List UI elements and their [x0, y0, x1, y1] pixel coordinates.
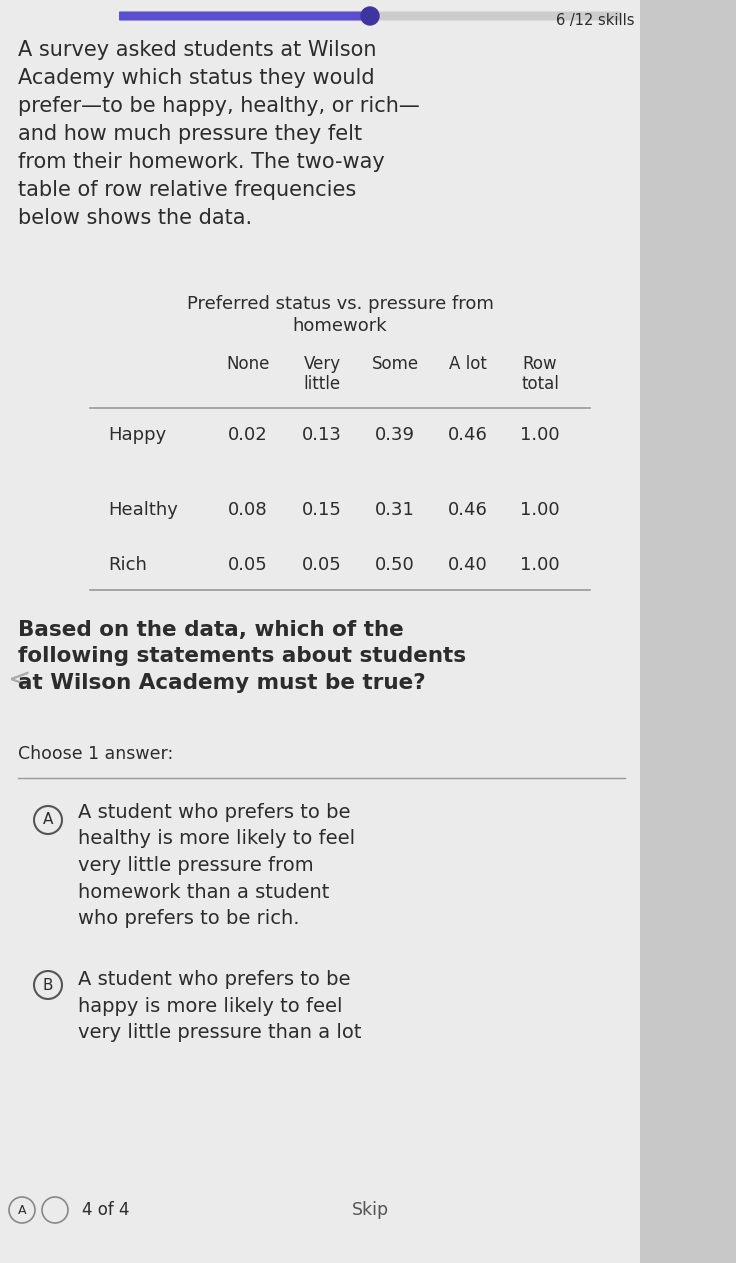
Text: 0.39: 0.39	[375, 426, 415, 445]
Text: A student who prefers to be
healthy is more likely to feel
very little pressure : A student who prefers to be healthy is m…	[78, 803, 355, 928]
Text: 1.00: 1.00	[520, 426, 560, 445]
Text: 0.05: 0.05	[302, 556, 342, 573]
Text: A lot: A lot	[449, 355, 487, 373]
Text: Rich: Rich	[108, 556, 147, 573]
Text: A: A	[43, 812, 53, 827]
Text: Happy: Happy	[108, 426, 166, 445]
Text: 1.00: 1.00	[520, 501, 560, 519]
Text: 0.40: 0.40	[448, 556, 488, 573]
Text: A student who prefers to be
happy is more likely to feel
very little pressure th: A student who prefers to be happy is mor…	[78, 970, 361, 1042]
FancyBboxPatch shape	[119, 11, 371, 20]
Text: 0.50: 0.50	[375, 556, 415, 573]
Text: Very
little: Very little	[303, 355, 341, 393]
Text: Preferred status vs. pressure from: Preferred status vs. pressure from	[186, 296, 493, 313]
Text: 0.05: 0.05	[228, 556, 268, 573]
Text: homework: homework	[293, 317, 387, 335]
Text: Skip: Skip	[351, 1201, 389, 1219]
Bar	[640, 0, 736, 1263]
Text: 4 of 4: 4 of 4	[82, 1201, 130, 1219]
Text: Based on the data, which of the
following statements about students
at Wilson Ac: Based on the data, which of the followin…	[18, 620, 466, 693]
Text: 0.02: 0.02	[228, 426, 268, 445]
Text: 0.08: 0.08	[228, 501, 268, 519]
Text: 6 /12 skills: 6 /12 skills	[556, 13, 635, 28]
Text: 0.31: 0.31	[375, 501, 415, 519]
Text: <: <	[8, 666, 32, 693]
Text: 0.46: 0.46	[448, 501, 488, 519]
Circle shape	[361, 8, 379, 25]
Text: Healthy: Healthy	[108, 501, 178, 519]
Text: 0.13: 0.13	[302, 426, 342, 445]
Text: 0.46: 0.46	[448, 426, 488, 445]
Text: 0.15: 0.15	[302, 501, 342, 519]
Text: Some: Some	[372, 355, 419, 373]
Text: Choose 1 answer:: Choose 1 answer:	[18, 745, 173, 763]
Text: None: None	[226, 355, 269, 373]
Text: A: A	[18, 1204, 26, 1216]
Text: 1.00: 1.00	[520, 556, 560, 573]
Text: A survey asked students at Wilson
Academy which status they would
prefer—to be h: A survey asked students at Wilson Academ…	[18, 40, 420, 229]
FancyBboxPatch shape	[119, 11, 621, 20]
Text: Row
total: Row total	[521, 355, 559, 393]
Text: B: B	[43, 978, 53, 993]
